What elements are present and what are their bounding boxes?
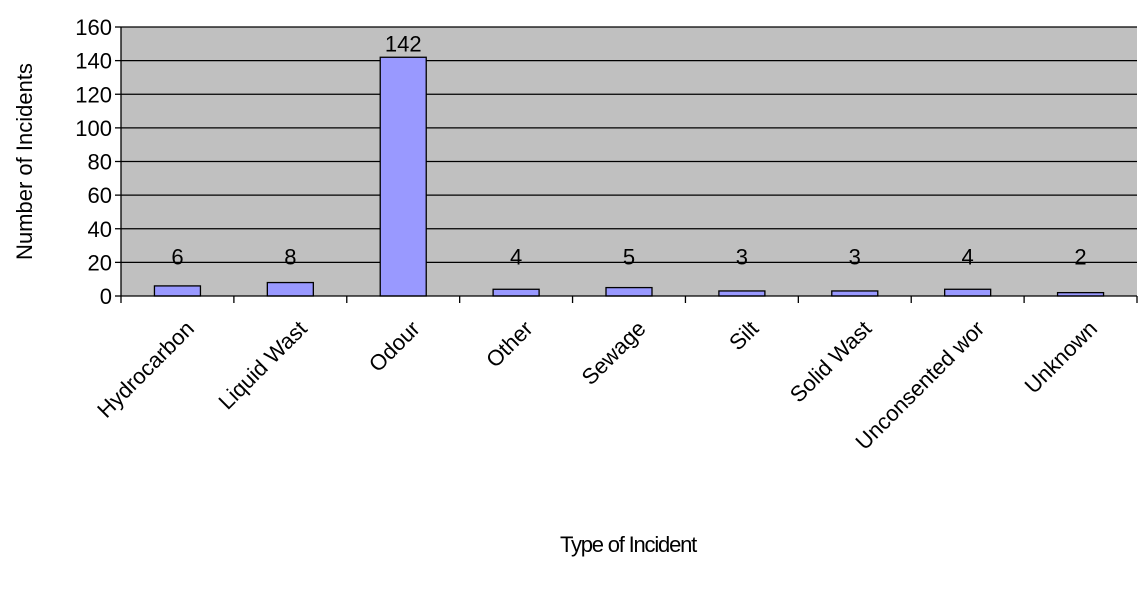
x-category-label: Sewage [577, 316, 651, 390]
x-category-label: Hydrocarbon [92, 316, 199, 423]
y-tick-label: 120 [75, 82, 112, 107]
x-category-label: Liquid Wast [213, 316, 311, 414]
bar-silt [718, 290, 766, 297]
y-axis-ticks: 0 20 40 60 80 100 120 140 160 [75, 15, 121, 309]
y-tick-label: 0 [100, 284, 112, 309]
data-label: 142 [385, 31, 422, 56]
data-label: 3 [736, 244, 748, 269]
bar-sewage [605, 286, 653, 297]
data-label: 4 [962, 244, 974, 269]
x-axis-title: Type of Incident [560, 532, 697, 557]
data-label: 4 [510, 244, 522, 269]
data-label: 5 [623, 244, 635, 269]
x-category-label: Solid Wast [785, 316, 876, 407]
axes [120, 27, 1138, 303]
y-tick-label: 100 [75, 116, 112, 141]
x-category-label: Silt [724, 316, 763, 355]
data-label: 3 [849, 244, 861, 269]
y-tick-label: 80 [88, 150, 112, 175]
x-category-label: Other [481, 316, 538, 373]
gridlines [121, 26, 1137, 264]
data-label: 6 [171, 244, 183, 269]
data-labels: 6 8 142 4 5 3 3 4 2 [171, 31, 1086, 269]
y-axis-title: Number of Incidents [12, 63, 37, 260]
data-label: 2 [1074, 244, 1086, 269]
y-tick-label: 160 [75, 15, 112, 40]
bar-hydrocarbons [153, 285, 202, 297]
x-axis-category-labels: Hydrocarbon Liquid Wast Odour Other Sewage Si… [92, 316, 1102, 455]
bar-liquid-waste [266, 281, 314, 297]
x-category-label: Unknown [1020, 316, 1103, 399]
bar-unconsented-works [944, 288, 992, 297]
y-tick-label: 140 [75, 49, 112, 74]
x-category-label: Odour [364, 316, 425, 377]
y-tick-label: 20 [88, 250, 112, 275]
y-tick-label: 40 [88, 217, 112, 242]
bar-solid-waste [831, 290, 879, 297]
bar-odour [379, 56, 427, 297]
data-label: 8 [284, 244, 296, 269]
y-tick-label: 60 [88, 183, 112, 208]
bars [153, 56, 1105, 297]
bar-other [492, 288, 540, 297]
